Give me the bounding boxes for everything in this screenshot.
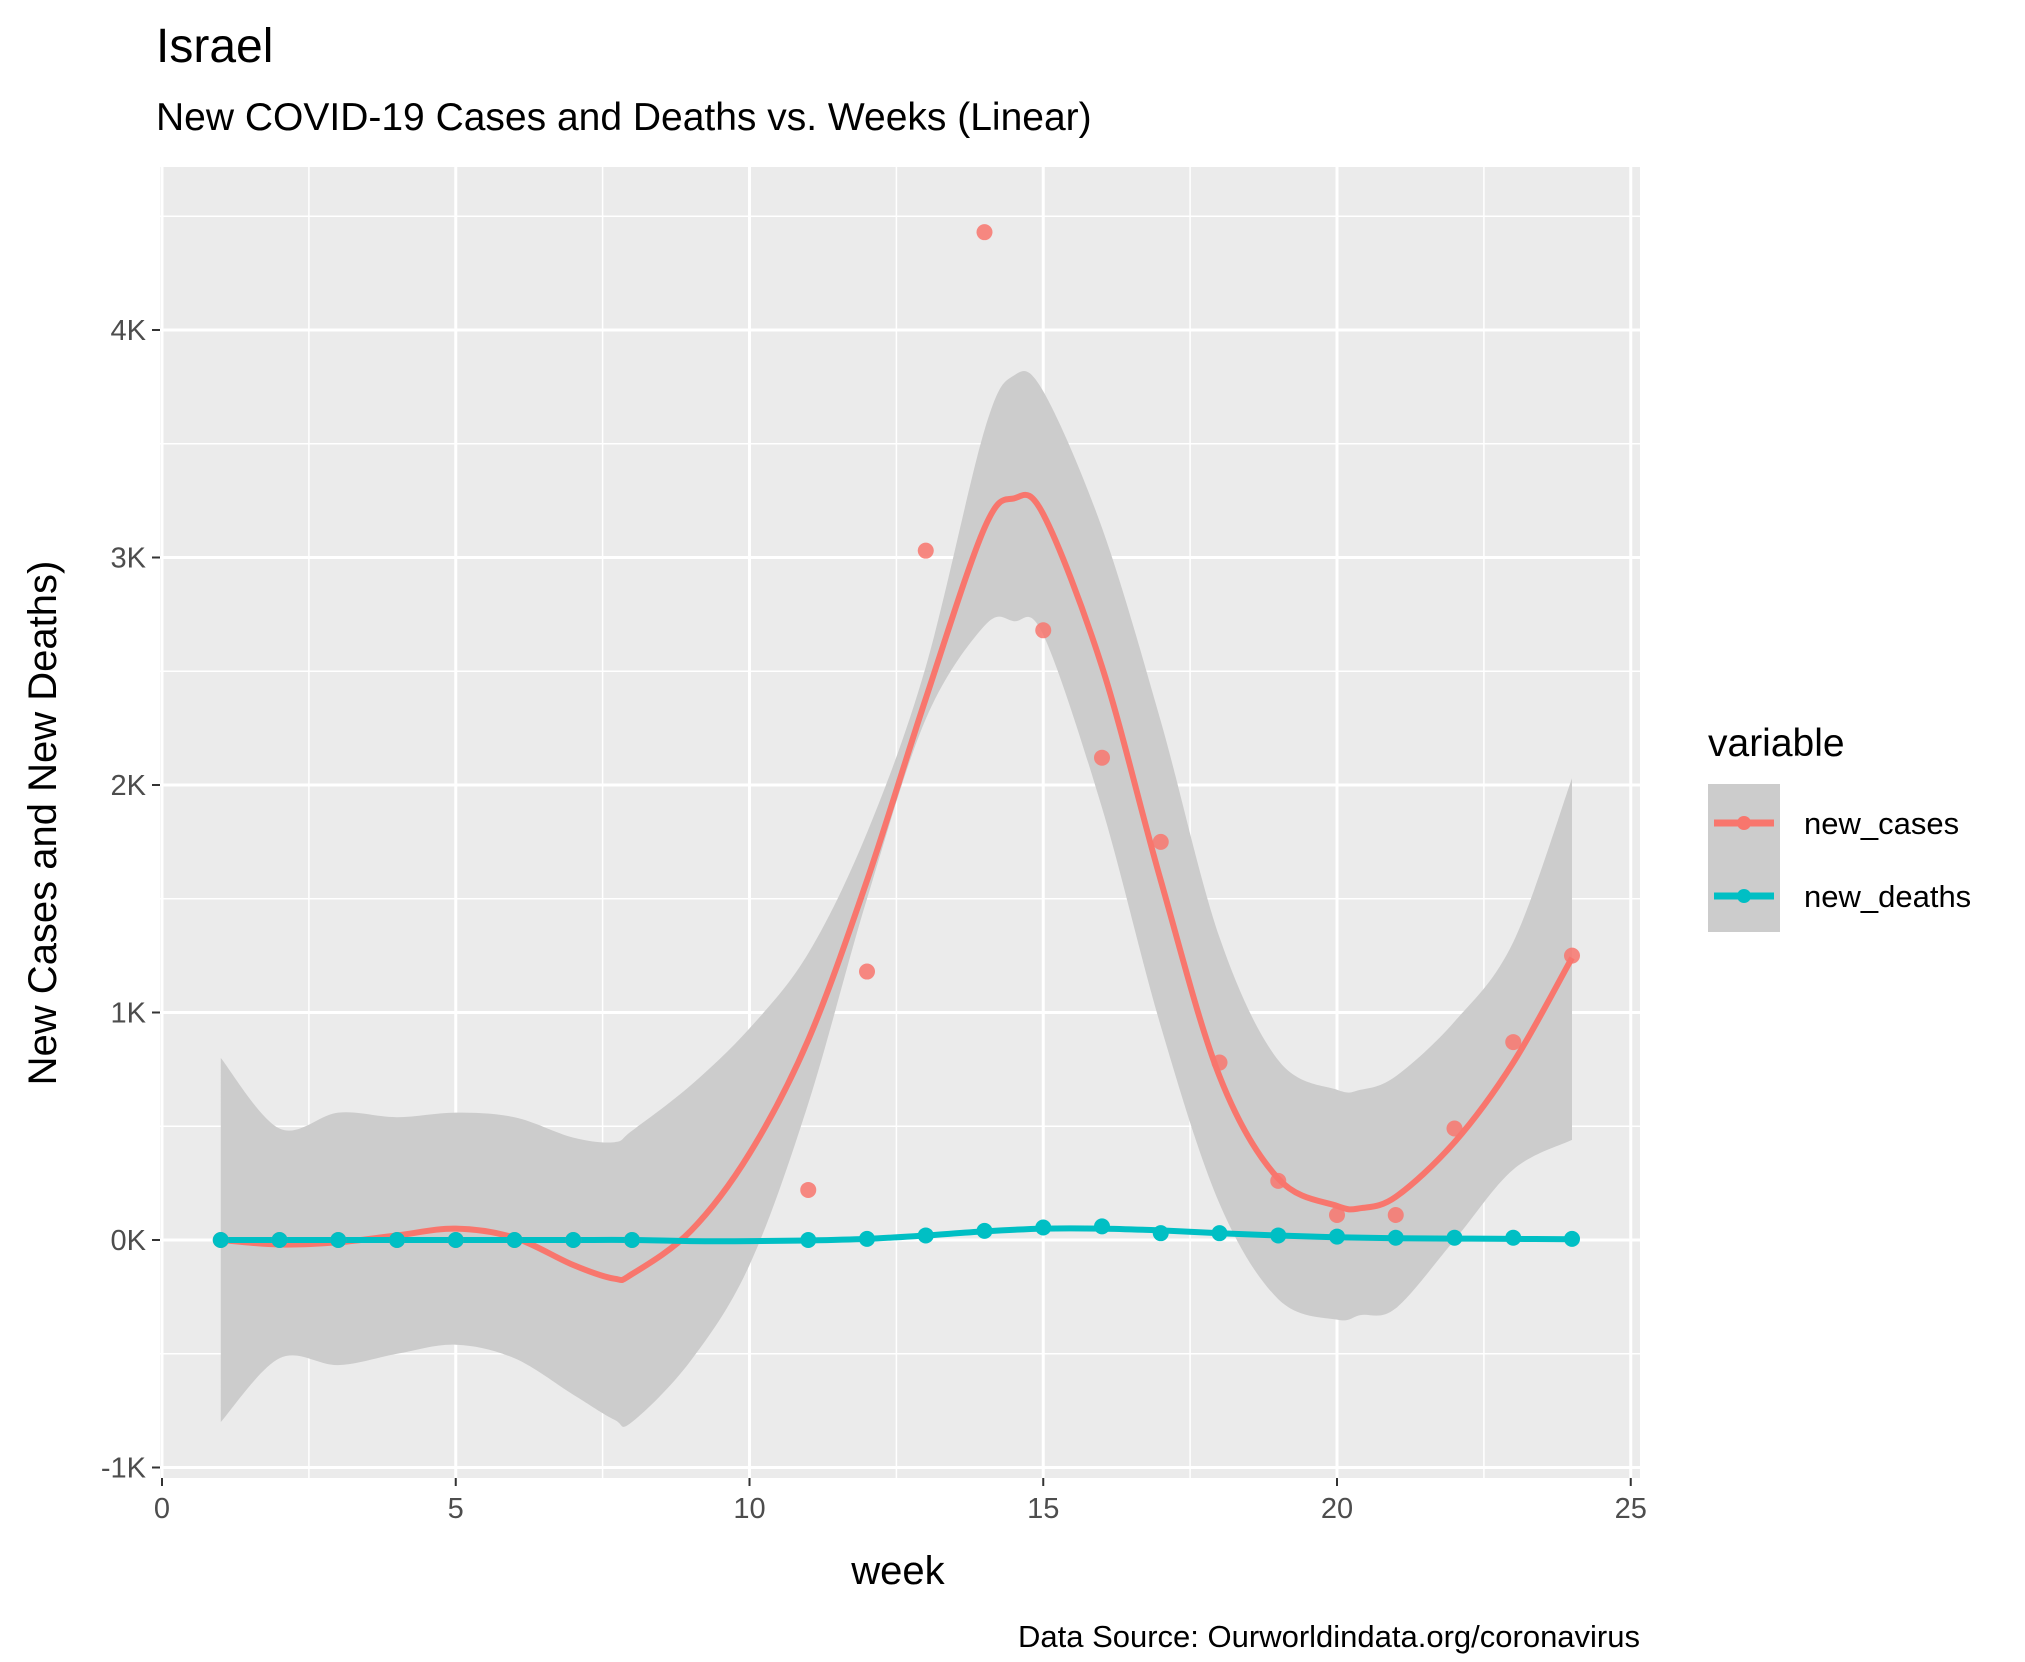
x-tick-label: 25 bbox=[1615, 1493, 1647, 1525]
point-new-deaths bbox=[1094, 1218, 1110, 1235]
y-tick-label: 0K bbox=[111, 1225, 147, 1257]
point-new-deaths bbox=[565, 1232, 582, 1248]
point-new-deaths bbox=[1564, 1230, 1580, 1247]
point-new-cases bbox=[859, 963, 875, 980]
point-new-cases bbox=[976, 224, 993, 241]
legend: variable new_cases new_deaths bbox=[1708, 722, 1971, 932]
point-new-deaths bbox=[917, 1227, 934, 1244]
x-tick-label: 15 bbox=[1027, 1493, 1059, 1525]
legend-key-point-new-deaths bbox=[1737, 889, 1751, 903]
confidence-bands bbox=[220, 371, 1572, 1427]
point-new-deaths bbox=[1270, 1227, 1287, 1244]
point-new-cases bbox=[1152, 833, 1169, 850]
legend-key-background bbox=[1708, 784, 1780, 932]
point-new-cases bbox=[917, 542, 934, 559]
data-points bbox=[212, 224, 1580, 1248]
point-new-cases bbox=[800, 1181, 817, 1198]
x-tick-label: 20 bbox=[1321, 1493, 1353, 1525]
point-new-deaths bbox=[624, 1232, 640, 1248]
point-new-deaths bbox=[1505, 1229, 1522, 1246]
legend-label-new-cases: new_cases bbox=[1804, 806, 1959, 841]
legend-label-new-deaths: new_deaths bbox=[1804, 879, 1971, 914]
point-new-deaths bbox=[1211, 1225, 1228, 1242]
point-new-deaths bbox=[389, 1232, 405, 1248]
y-tick-label: 1K bbox=[111, 998, 147, 1030]
point-new-cases bbox=[1505, 1034, 1522, 1051]
x-tick-label: 5 bbox=[448, 1493, 464, 1525]
axes: 0 5 10 15 20 25 -1K 0K 1K 2K 3K 4K bbox=[101, 315, 1647, 1525]
point-new-deaths bbox=[271, 1232, 288, 1248]
point-new-cases bbox=[1035, 622, 1052, 639]
y-tick-label: 4K bbox=[111, 315, 147, 347]
data-source-caption: Data Source: Ourworldindata.org/coronavi… bbox=[1018, 1619, 1640, 1654]
point-new-deaths bbox=[447, 1232, 464, 1248]
y-tick-label: 3K bbox=[111, 543, 147, 575]
legend-key-point-new-cases bbox=[1737, 816, 1751, 830]
point-new-deaths bbox=[1035, 1219, 1052, 1236]
chart-title: Israel bbox=[156, 20, 273, 73]
point-new-deaths bbox=[212, 1232, 229, 1248]
point-new-deaths bbox=[330, 1232, 347, 1248]
point-new-cases bbox=[1564, 947, 1580, 964]
legend-title: variable bbox=[1708, 722, 1845, 765]
point-new-cases bbox=[1094, 749, 1110, 766]
point-new-deaths bbox=[800, 1232, 817, 1248]
point-new-deaths bbox=[1152, 1225, 1169, 1242]
point-new-deaths bbox=[1387, 1229, 1404, 1246]
point-new-cases bbox=[1446, 1120, 1463, 1137]
x-tick-label: 10 bbox=[733, 1493, 765, 1525]
point-new-deaths bbox=[1446, 1229, 1463, 1246]
point-new-deaths bbox=[859, 1230, 875, 1247]
confidence-band-new-cases bbox=[220, 371, 1572, 1427]
x-tick-label: 0 bbox=[154, 1493, 170, 1525]
chart-subtitle: New COVID-19 Cases and Deaths vs. Weeks … bbox=[156, 96, 1092, 139]
point-new-deaths bbox=[506, 1232, 523, 1248]
y-tick-label: 2K bbox=[111, 770, 147, 802]
point-new-cases bbox=[1211, 1054, 1228, 1071]
point-new-cases bbox=[1387, 1206, 1404, 1223]
point-new-deaths bbox=[1329, 1228, 1345, 1245]
y-axis-title: New Cases and New Deaths) bbox=[21, 561, 65, 1086]
point-new-cases bbox=[1329, 1206, 1345, 1223]
x-axis-title: week bbox=[850, 1549, 945, 1593]
point-new-cases bbox=[1270, 1172, 1287, 1189]
point-new-deaths bbox=[976, 1222, 993, 1239]
y-tick-label: -1K bbox=[101, 1453, 147, 1485]
